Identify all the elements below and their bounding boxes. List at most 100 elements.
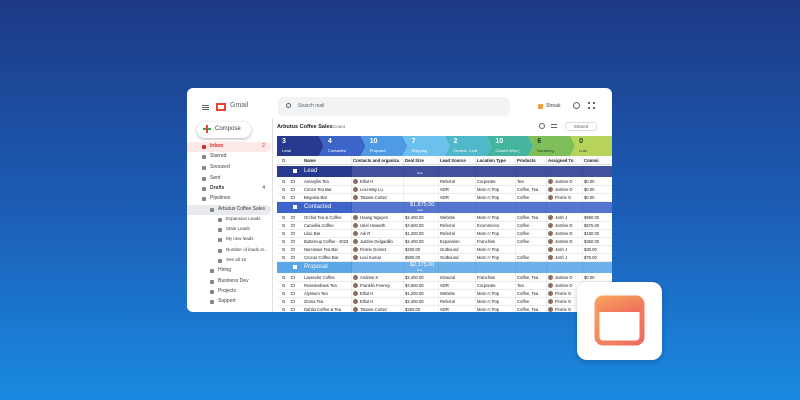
table-cell: Justine D [555,179,573,184]
sidebar-item[interactable]: Expansion Leads [187,215,271,225]
column-header[interactable]: Commi [584,158,599,163]
row-mail-icon [291,256,295,259]
apps-icon[interactable] [588,102,595,109]
table-row[interactable]: Rosemallows Tea Franklin Feeney $4,500.00 S… [277,282,612,290]
stage-count: 10 [495,138,504,145]
stage-chevron[interactable]: 2 Closed - Lost [444,136,492,156]
row-checkbox[interactable] [282,180,285,183]
table-cell: Florrie G [555,291,572,296]
avatar [548,187,553,192]
row-checkbox[interactable] [282,256,285,259]
sidebar-item[interactable]: Number of leads st... [187,246,271,256]
table-row[interactable]: Narcissus Tea Bar Florrie Gomez $200.00 Out… [277,246,612,254]
row-checkbox[interactable] [282,216,285,219]
group-header[interactable]: Lead Sum [277,166,612,177]
table-row[interactable]: Camellia Coffee Uriel Howarth $4,500.00 Ref… [277,222,612,230]
row-mail-icon [291,180,295,183]
table-cell: Mom n' Pop [477,231,500,236]
column-header[interactable]: Location Type [477,158,506,163]
column-header[interactable]: Products [517,158,536,163]
stage-chevron[interactable]: 0 Lost [570,136,612,156]
sidebar-label: Arbutus Coffee Sales [218,206,266,212]
search-placeholder: Search mail [298,103,325,109]
row-mail-icon [291,216,295,219]
compose-button[interactable]: Compose [197,122,251,138]
sidebar-item[interactable]: Projects [187,287,271,297]
row-checkbox[interactable] [282,188,285,191]
column-header[interactable]: Deal Size [405,158,424,163]
row-checkbox[interactable] [282,300,285,303]
row-checkbox[interactable] [282,292,285,295]
column-header[interactable]: Contacts and organiza [353,158,400,163]
row-checkbox[interactable] [282,308,285,311]
column-header[interactable]: Lead Source [440,158,466,163]
table-row[interactable]: Crocus Coffee Bar Lexi Kumar $500.00 Outbou… [277,254,612,262]
sidebar-item[interactable]: Drafts 4 [187,184,271,194]
sidebar-item[interactable]: Snoozed [187,163,271,173]
table-row[interactable]: Lavender Coffee Andrew S $2,400.00 Inbound F… [277,274,612,282]
sidebar-label: See all 15 [226,257,247,262]
sidebar-icon [202,187,206,191]
table-cell: Mom n' Pop [477,307,500,312]
sidebar-item[interactable]: Business Dev [187,277,271,287]
filter-icon[interactable] [551,124,557,128]
row-checkbox[interactable] [282,284,285,287]
row-checkbox[interactable] [282,224,285,227]
table-row[interactable]: Dahlia Coffee & Tea Tatiana Cortez $250.00… [277,306,612,312]
table-row[interactable]: Alyssum Tea Elliot H $1,200.00 Website Mom n… [277,290,612,298]
table-cell: Referral [440,299,455,304]
table-row[interactable]: Begonia Bar Tatiana Cortez SDR Mom n' Pop Co… [277,194,612,202]
group-header[interactable]: Contacted $1,875.00 Sum [277,202,612,213]
stage-chevron[interactable]: 3 Lead [277,136,324,156]
share-button[interactable]: Shared [565,122,597,131]
sidebar-label: My new leads [226,236,254,241]
table-row[interactable]: Orchid Tea & Coffee Hoang Nguyen $2,400.00… [277,214,612,222]
stage-chevron[interactable]: 4 Contacted [318,136,366,156]
sidebar-label: Inbox [210,143,224,149]
sidebar-icon [202,197,206,201]
sidebar-item[interactable]: Pipelines [187,194,271,204]
row-checkbox[interactable] [282,276,285,279]
table-cell: $75.00 [584,255,597,260]
row-checkbox[interactable] [282,196,285,199]
column-header[interactable]: Assigned To [548,158,574,163]
stage-label: Nurturing [537,148,554,153]
sidebar-item[interactable]: Hiring [187,266,271,276]
search-box[interactable]: Search mail [278,97,510,116]
account-menu[interactable]: Streak [546,103,561,109]
sidebar-item[interactable]: Arbutus Coffee Sales [187,205,271,215]
sidebar-item[interactable]: Support [187,297,271,307]
table-cell: Website [440,215,456,220]
avatar [353,179,358,184]
group-sum-label[interactable]: Sum [417,171,424,175]
table-row[interactable]: Amaryllis Tea Elliot H Referral Corporate Te… [277,178,612,186]
row-checkbox[interactable] [282,248,285,251]
table-cell: Elliot H [360,291,374,296]
column-header[interactable]: Name [304,158,316,163]
table-cell: Elliot H [360,299,374,304]
refresh-icon[interactable] [539,123,545,129]
row-checkbox[interactable] [282,232,285,235]
sidebar-item[interactable]: My new leads [187,235,271,245]
table-cell: Justine D [555,231,573,236]
group-sum-label[interactable]: Sum [417,208,424,212]
sidebar-item[interactable]: Sent [187,174,271,184]
sidebar-item[interactable]: Starred [187,152,271,162]
table-row[interactable]: Circen Tea Bar Lexi-May Lu SDR Mom n' Pop Co… [277,186,612,194]
row-checkbox[interactable] [282,240,285,243]
group-sum-label[interactable]: Sum [417,268,424,272]
stage-chevron[interactable]: 10 Closed Won ( [486,136,534,156]
group-header[interactable]: Proposal $2,175.00 Sum [277,262,612,273]
sidebar-item[interactable]: Stale Leads [187,225,271,235]
table-row[interactable]: Zinnia Tea Elliot H $2,400.00 Referral Mom n… [277,298,612,306]
stage-chevron[interactable]: 10 Proposal [360,136,408,156]
view-menu[interactable]: Count [333,124,346,129]
sidebar-item[interactable]: See all 15 [187,256,271,266]
sidebar-item[interactable]: Inbox 2 [187,142,271,152]
help-icon[interactable] [573,102,580,109]
stage-chevron[interactable]: 6 Nurturing [528,136,576,156]
stage-chevron[interactable]: 7 Shipping [402,136,450,156]
table-row[interactable]: Buttercup Coffee - 2023 Justine Delgadill… [277,238,612,246]
table-row[interactable]: Lilac Bar Adi R $1,200.00 Referral Mom n' Po… [277,230,612,238]
header-checkbox[interactable] [282,159,285,162]
